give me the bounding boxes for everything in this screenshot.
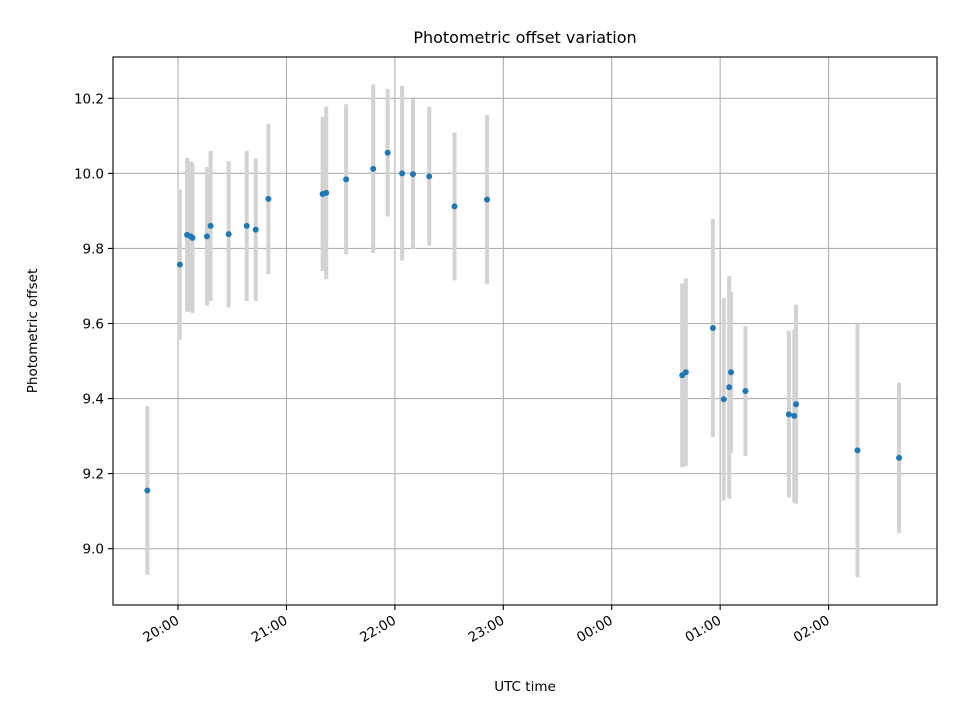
data-point — [793, 401, 800, 408]
y-axis: 9.0 9.2 9.4 9.6 9.8 10.0 10.2 — [74, 91, 113, 558]
data-point — [728, 369, 734, 376]
data-point — [720, 396, 727, 403]
y-tick-label: 9.0 — [83, 542, 104, 558]
data-point — [176, 261, 183, 268]
data-point — [484, 196, 491, 203]
data-point — [896, 454, 903, 461]
data-point — [384, 149, 391, 156]
data-point — [370, 165, 377, 172]
y-tick-label: 10.2 — [74, 91, 104, 107]
plot-area — [113, 57, 937, 605]
data-point — [343, 176, 350, 183]
y-tick-label: 9.8 — [83, 241, 104, 257]
y-tick-label: 9.6 — [83, 316, 104, 332]
data-point — [682, 369, 689, 376]
data-point — [203, 233, 210, 240]
data-point — [409, 171, 416, 178]
data-point — [323, 189, 330, 196]
data-point — [426, 173, 433, 180]
data-point — [225, 231, 232, 238]
data-point — [709, 324, 716, 331]
data-point — [791, 412, 798, 419]
data-point — [189, 234, 196, 241]
data-points — [144, 149, 903, 494]
y-axis-label: Photometric offset — [25, 269, 41, 393]
chart-title: Photometric offset variation — [413, 28, 636, 47]
y-tick-label: 9.2 — [83, 467, 104, 483]
y-tick-label: 10.0 — [74, 166, 104, 182]
plot-frame — [112, 56, 938, 606]
data-point — [207, 222, 214, 229]
data-point — [726, 384, 733, 391]
data-point — [265, 195, 272, 202]
data-point — [243, 222, 250, 229]
data-point — [399, 170, 406, 177]
data-point — [451, 203, 458, 210]
x-axis-label: UTC time — [494, 679, 556, 695]
data-point — [854, 447, 861, 454]
y-tick-label: 9.4 — [83, 392, 104, 408]
grid — [113, 57, 937, 605]
data-point — [785, 411, 792, 418]
data-point — [252, 226, 259, 233]
data-point — [144, 487, 151, 494]
data-point — [742, 388, 749, 395]
